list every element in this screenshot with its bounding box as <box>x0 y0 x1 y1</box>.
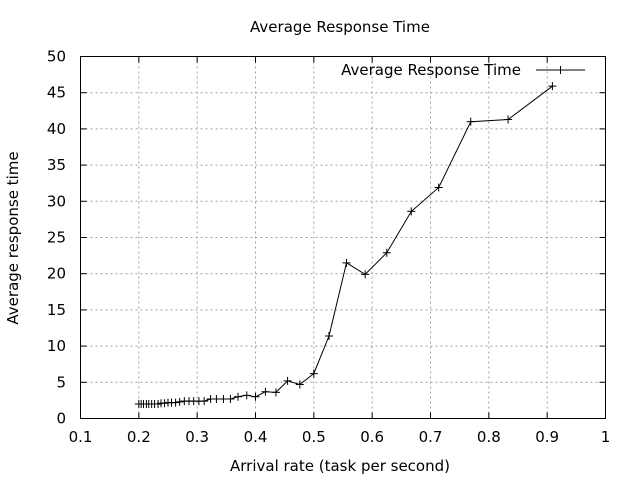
y-tick-label: 25 <box>47 229 66 247</box>
data-point <box>226 394 235 403</box>
data-point <box>171 398 180 407</box>
y-tick-label: 45 <box>47 84 66 102</box>
data-point <box>242 391 251 400</box>
data-point <box>200 397 209 406</box>
y-tick-label: 0 <box>56 410 66 428</box>
x-tick-label: 0.1 <box>69 428 93 446</box>
y-tick-label: 15 <box>47 301 66 319</box>
grid-lines <box>80 56 606 419</box>
x-tick-label: 0.3 <box>185 428 209 446</box>
x-tick-label: 0.4 <box>244 428 268 446</box>
data-point <box>466 117 475 126</box>
series-group <box>134 82 557 409</box>
data-point <box>382 248 391 257</box>
y-tick-label: 50 <box>47 48 66 66</box>
x-axis-ticks: 0.1 0.2 0.3 0.4 0.5 0.6 0.7 0.8 0.9 1 <box>69 56 611 446</box>
x-tick-label: 0.7 <box>419 428 443 446</box>
legend: Average Response Time <box>341 61 585 79</box>
data-point <box>434 183 443 192</box>
series-line <box>138 85 553 405</box>
data-point <box>283 376 292 385</box>
data-point <box>407 207 416 216</box>
y-axis-label: Average response time <box>4 151 22 324</box>
y-tick-label: 30 <box>47 192 66 210</box>
chart-title: Average Response Time <box>250 18 430 36</box>
x-tick-label: 0.2 <box>127 428 151 446</box>
data-point <box>212 394 221 403</box>
y-tick-label: 20 <box>47 265 66 283</box>
x-tick-label: 0.6 <box>360 428 384 446</box>
x-tick-label: 0.5 <box>302 428 326 446</box>
y-axis-ticks: 0 5 10 15 20 25 30 35 40 45 50 <box>47 48 606 428</box>
x-axis-label: Arrival rate (task per second) <box>230 457 450 475</box>
data-point <box>342 258 351 267</box>
data-point <box>295 380 304 389</box>
data-point <box>548 82 557 91</box>
data-point <box>175 397 184 406</box>
y-tick-label: 40 <box>47 120 66 138</box>
x-tick-label: 0.9 <box>535 428 559 446</box>
data-point <box>271 388 280 397</box>
data-point <box>361 270 370 279</box>
data-point <box>309 369 318 378</box>
data-point <box>325 331 333 340</box>
plot-area-border <box>80 56 606 419</box>
x-tick-label: 1 <box>601 428 611 446</box>
x-tick-label: 0.8 <box>477 428 501 446</box>
y-tick-label: 10 <box>47 337 66 355</box>
y-tick-label: 5 <box>56 373 66 391</box>
data-point <box>504 115 513 124</box>
legend-label: Average Response Time <box>341 61 521 79</box>
data-point <box>251 392 260 401</box>
data-point <box>261 387 270 396</box>
data-point <box>160 399 169 408</box>
legend-marker <box>556 66 565 74</box>
data-point <box>219 394 228 403</box>
data-point <box>234 392 242 401</box>
y-tick-label: 35 <box>47 156 66 174</box>
